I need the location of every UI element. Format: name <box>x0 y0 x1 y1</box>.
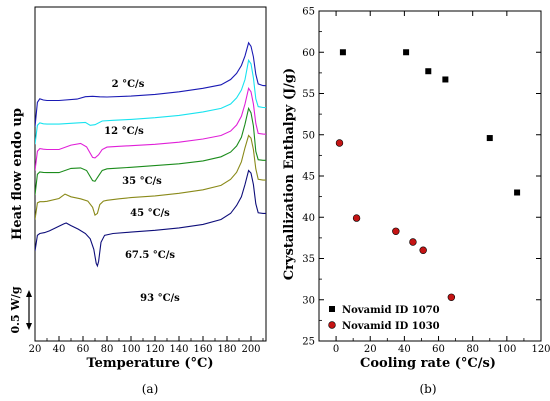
point-novamid-id-1070 <box>486 135 493 142</box>
rate-label-35-c-s: 35 °C/s <box>122 176 162 187</box>
panel-b-legend: Novamid ID 1070 Novamid ID 1030 <box>328 305 440 332</box>
dsc-curve-35-c-s <box>35 86 266 171</box>
dsc-curve-12-c-s <box>35 58 266 145</box>
a-x-tick-label: 180 <box>217 344 236 355</box>
b-y-tick-label: 65 <box>302 7 315 18</box>
a-x-tick-label: 80 <box>101 344 114 355</box>
panel-a-y-axis-title: Heat flow endo up <box>10 108 25 240</box>
point-novamid-id-1070 <box>339 49 346 56</box>
panel-b-plot-frame <box>318 10 542 342</box>
b-y-tick-label: 30 <box>302 295 315 306</box>
scale-bar <box>26 290 32 330</box>
b-x-tick-label: 40 <box>398 344 411 355</box>
point-novamid-id-1030 <box>419 246 427 254</box>
a-x-tick-label: 100 <box>121 344 140 355</box>
panel-b-enthalpy-chart: 0 20 40 60 80 100 120 25 30 35 40 45 50 55 60 65 Coolin… <box>282 7 550 397</box>
panel-b-axes: 0 20 40 60 80 100 120 25 30 35 40 45 50 55 60 65 <box>302 7 550 356</box>
rate-label-67-5-c-s: 67.5 °C/s <box>125 250 175 261</box>
legend-label-series-2: Novamid ID 1030 <box>342 321 440 332</box>
rate-label-93-c-s: 93 °C/s <box>140 293 180 304</box>
panel-a-x-axis: 20 40 60 80 100 120 140 160 180 200 <box>29 336 264 355</box>
point-novamid-id-1030 <box>352 214 361 222</box>
point-novamid-id-1030 <box>392 227 400 235</box>
point-novamid-id-1030 <box>447 293 456 301</box>
b-y-tick-label: 40 <box>302 213 315 224</box>
panel-b-y-axis-title: Crystallization Enthalpy (J/g) <box>282 68 297 280</box>
b-x-tick-label: 0 <box>333 344 339 355</box>
a-x-tick-label: 160 <box>193 344 212 355</box>
b-x-tick-label: 120 <box>531 344 550 355</box>
panel-a-x-axis-title: Temperature (°C) <box>86 356 213 371</box>
a-x-tick-label: 60 <box>77 344 90 355</box>
legend-label-series-1: Novamid ID 1070 <box>342 305 440 316</box>
a-x-tick-label: 200 <box>241 344 260 355</box>
panel-a-dsc-chart: 20 40 60 80 100 120 140 160 180 200 2 °C/s 12 °C/s… <box>9 6 267 396</box>
b-y-tick-label: 55 <box>302 89 315 100</box>
b-x-tick-label: 20 <box>364 344 377 355</box>
b-y-tick-label: 45 <box>302 172 315 183</box>
dsc-curve-67-5-c-s <box>35 134 266 220</box>
b-x-tick-label: 80 <box>466 344 479 355</box>
b-y-tick-label: 25 <box>302 337 315 348</box>
point-novamid-id-1070 <box>442 76 449 83</box>
a-x-tick-label: 40 <box>53 344 66 355</box>
a-x-tick-label: 120 <box>145 344 164 355</box>
b-y-tick-label: 35 <box>302 254 315 265</box>
point-novamid-id-1070 <box>514 189 521 196</box>
scale-bar-arrow-up-icon <box>26 290 32 297</box>
legend-marker-circle <box>328 321 336 329</box>
point-novamid-id-1070 <box>425 68 432 75</box>
panel-b-label: (b) <box>419 382 436 396</box>
point-novamid-id-1030 <box>335 139 344 147</box>
panel-b-x-axis-title: Cooling rate (°C/s) <box>360 356 496 371</box>
panel-b-points <box>335 49 521 301</box>
rate-label-2-c-s: 2 °C/s <box>112 79 145 90</box>
point-novamid-id-1030 <box>409 238 417 246</box>
dsc-curve-93-c-s <box>35 169 266 268</box>
panel-a-curves <box>35 41 266 268</box>
b-x-tick-label: 60 <box>432 344 445 355</box>
a-x-tick-label: 20 <box>29 344 42 355</box>
panel-a-rate-labels: 2 °C/s 12 °C/s 35 °C/s 45 °C/s 67.5 °C/s 93 °… <box>104 79 180 304</box>
scale-bar-label: 0.5 W/g <box>9 286 22 333</box>
rate-label-12-c-s: 12 °C/s <box>104 126 144 137</box>
point-novamid-id-1070 <box>403 49 410 56</box>
legend-marker-square <box>329 306 335 312</box>
panel-a-label: (a) <box>142 382 159 396</box>
dsc-curve-45-c-s <box>35 106 266 196</box>
a-x-tick-label: 140 <box>169 344 188 355</box>
panel-a-plot-frame <box>34 6 267 342</box>
b-x-tick-label: 100 <box>497 344 516 355</box>
dsc-curve-2-c-s <box>35 41 266 127</box>
scale-bar-arrow-down-icon <box>26 323 32 330</box>
rate-label-45-c-s: 45 °C/s <box>130 208 170 219</box>
b-y-tick-label: 50 <box>302 130 315 141</box>
b-y-tick-label: 60 <box>302 48 315 59</box>
